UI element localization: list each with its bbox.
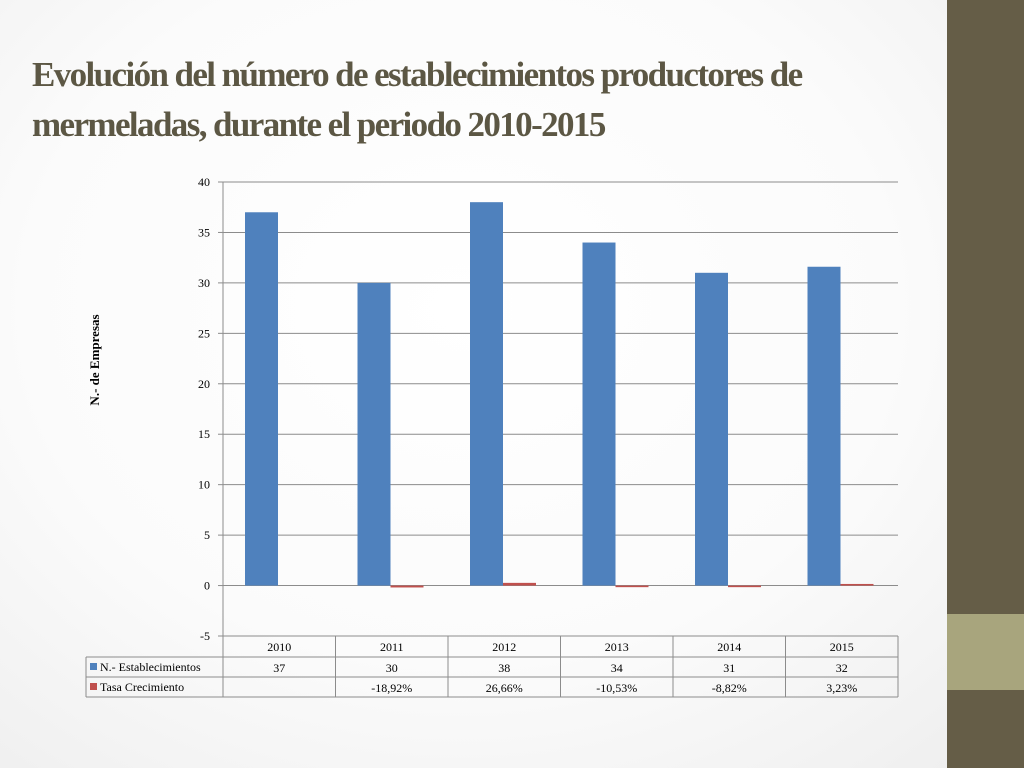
- table-value: 31: [723, 661, 735, 675]
- y-tick-label: 20: [198, 377, 210, 391]
- category-label: 2014: [717, 640, 741, 654]
- data-table: 2010 2011 2012 2013 2014 2015 N.- Establecimie…: [85, 635, 899, 698]
- y-tick-label: 5: [204, 528, 210, 542]
- y-tick-label: 30: [198, 276, 210, 290]
- bars: [245, 202, 874, 588]
- y-tick-label: 10: [198, 478, 210, 492]
- bar-tasa-crecimiento: [615, 585, 649, 588]
- y-tick-label: -5: [200, 629, 210, 643]
- table-value: -10,53%: [596, 681, 637, 695]
- category-label: 2012: [492, 640, 516, 654]
- table-value: 38: [498, 661, 510, 675]
- slide-title-line-1: Evolución del número de establecimientos…: [32, 55, 803, 94]
- bar-tasa-crecimiento: [390, 585, 424, 588]
- category-label: 2015: [830, 640, 854, 654]
- table-value: 3,23%: [826, 681, 857, 695]
- table-value: -8,82%: [712, 681, 747, 695]
- y-tick-label: 25: [198, 326, 210, 340]
- table-value: 37: [273, 661, 285, 675]
- bar-establecimientos: [582, 242, 616, 586]
- slide-title: Evolución del número de establecimientos…: [32, 50, 942, 150]
- y-tick-label: 35: [198, 225, 210, 239]
- axes: 40 35 30 25 20 15 10 5 0 -5: [198, 175, 224, 643]
- bar-tasa-crecimiento: [728, 585, 761, 588]
- bar-establecimientos: [470, 202, 503, 586]
- table-value: 26,66%: [486, 681, 523, 695]
- table-value: -18,92%: [371, 681, 412, 695]
- bar-establecimientos: [807, 266, 841, 586]
- bar-establecimientos: [695, 272, 728, 586]
- y-tick-label: 0: [204, 579, 210, 593]
- y-tick-label: 40: [198, 175, 210, 189]
- bar-tasa-crecimiento: [503, 582, 536, 586]
- legend-label-tasa-crecimiento: Tasa Crecimiento: [100, 680, 184, 694]
- legend-label-establecimientos: N.- Establecimientos: [100, 660, 201, 674]
- table-value: 32: [836, 661, 848, 675]
- side-decoration-accent: [947, 614, 1024, 690]
- legend-key-tasa-crecimiento: [90, 683, 97, 690]
- category-label: 2013: [605, 640, 629, 654]
- y-axis-label: N.- de Empresas: [87, 314, 102, 405]
- legend-key-establecimientos: [90, 663, 97, 670]
- bar-establecimientos: [245, 212, 278, 586]
- category-label: 2010: [267, 640, 291, 654]
- slide-title-line-2: mermeladas, durante el periodo 2010-2015: [32, 105, 606, 144]
- table-value: 30: [386, 661, 398, 675]
- gridlines: [223, 181, 898, 637]
- category-label: 2011: [380, 640, 404, 654]
- bar-tasa-crecimiento: [840, 583, 874, 586]
- bar-establecimientos: [357, 282, 391, 586]
- table-value: 34: [611, 661, 623, 675]
- y-tick-label: 15: [198, 427, 210, 441]
